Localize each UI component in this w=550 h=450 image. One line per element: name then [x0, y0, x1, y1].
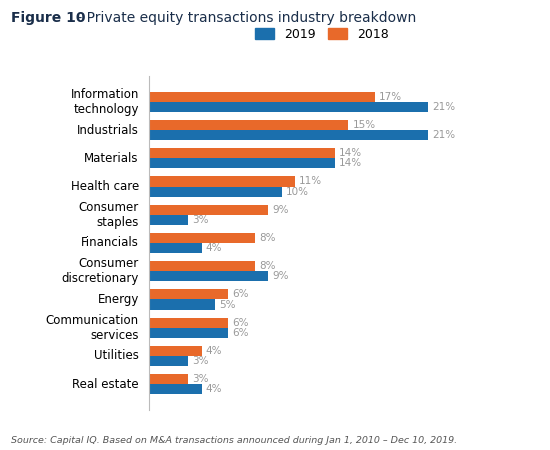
- Bar: [148, 148, 335, 158]
- Bar: [148, 243, 202, 253]
- Bar: [148, 328, 228, 338]
- Text: 11%: 11%: [299, 176, 322, 186]
- Text: 8%: 8%: [259, 261, 276, 271]
- Text: 9%: 9%: [272, 205, 289, 215]
- Bar: [148, 374, 189, 384]
- Bar: [148, 102, 428, 112]
- Bar: [148, 176, 295, 186]
- Bar: [148, 356, 189, 366]
- Bar: [148, 130, 428, 140]
- Bar: [148, 384, 202, 394]
- Text: 3%: 3%: [192, 215, 209, 225]
- Text: - Private equity transactions industry breakdown: - Private equity transactions industry b…: [73, 11, 416, 25]
- Text: 17%: 17%: [379, 92, 402, 102]
- Text: 4%: 4%: [206, 243, 222, 253]
- Bar: [148, 289, 228, 300]
- Bar: [148, 318, 228, 328]
- Text: Source: Capital IQ. Based on M&A transactions announced during Jan 1, 2010 – Dec: Source: Capital IQ. Based on M&A transac…: [11, 436, 457, 445]
- Text: Figure 10: Figure 10: [11, 11, 85, 25]
- Text: 6%: 6%: [233, 328, 249, 338]
- Text: 4%: 4%: [206, 384, 222, 394]
- Text: 5%: 5%: [219, 300, 235, 310]
- Text: 3%: 3%: [192, 374, 209, 384]
- Text: 14%: 14%: [339, 148, 362, 158]
- Text: 6%: 6%: [233, 289, 249, 299]
- Bar: [148, 186, 282, 197]
- Bar: [148, 271, 268, 281]
- Bar: [148, 215, 189, 225]
- Bar: [148, 346, 202, 356]
- Legend: 2019, 2018: 2019, 2018: [250, 23, 393, 46]
- Bar: [148, 261, 255, 271]
- Text: 21%: 21%: [432, 102, 455, 112]
- Text: 6%: 6%: [233, 318, 249, 328]
- Text: 3%: 3%: [192, 356, 209, 366]
- Text: 15%: 15%: [353, 120, 376, 130]
- Text: 8%: 8%: [259, 233, 276, 243]
- Text: 21%: 21%: [432, 130, 455, 140]
- Bar: [148, 300, 215, 310]
- Bar: [148, 120, 348, 130]
- Text: 4%: 4%: [206, 346, 222, 356]
- Text: 14%: 14%: [339, 158, 362, 168]
- Bar: [148, 92, 375, 102]
- Bar: [148, 158, 335, 168]
- Bar: [148, 205, 268, 215]
- Text: 9%: 9%: [272, 271, 289, 281]
- Text: 10%: 10%: [286, 187, 309, 197]
- Bar: [148, 233, 255, 243]
